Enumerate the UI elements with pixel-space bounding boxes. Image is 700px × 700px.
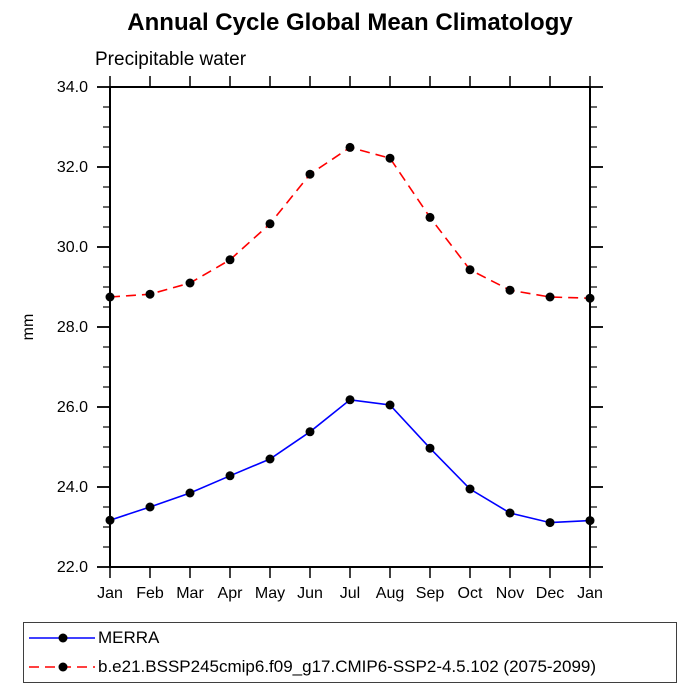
legend-line-sample bbox=[29, 662, 95, 672]
y-tick-label: 32.0 bbox=[57, 159, 88, 176]
chart-title: Annual Cycle Global Mean Climatology bbox=[127, 9, 573, 36]
data-point-marker bbox=[305, 169, 315, 179]
data-point-marker bbox=[265, 219, 275, 229]
legend-label: MERRA bbox=[98, 628, 160, 647]
legend-item: MERRA bbox=[27, 624, 676, 653]
y-tick-label: 22.0 bbox=[57, 559, 88, 576]
data-point-marker bbox=[225, 471, 235, 481]
x-tick-label: Sep bbox=[416, 585, 445, 602]
y-axis-title: mm bbox=[20, 314, 37, 341]
x-tick-label: Apr bbox=[218, 585, 244, 602]
x-tick-label: Jun bbox=[297, 585, 323, 602]
data-point-marker bbox=[425, 443, 435, 453]
data-point-marker bbox=[105, 515, 115, 525]
data-point-marker bbox=[105, 292, 115, 302]
data-point-marker bbox=[345, 142, 355, 152]
x-tick-label: Mar bbox=[176, 585, 204, 602]
chart-subtitle: Precipitable water bbox=[95, 49, 247, 70]
y-tick-label: 28.0 bbox=[57, 319, 88, 336]
x-tick-label: Nov bbox=[496, 585, 524, 602]
data-point-marker bbox=[585, 293, 595, 303]
y-tick-label: 24.0 bbox=[57, 479, 88, 496]
legend-label: b.e21.BSSP245cmip6.f09_g17.CMIP6-SSP2-4.… bbox=[98, 657, 597, 676]
y-tick-label: 26.0 bbox=[57, 399, 88, 416]
x-tick-label: Jan bbox=[577, 585, 603, 602]
x-tick-label: Dec bbox=[536, 585, 564, 602]
legend: MERRA b.e21.BSSP245cmip6.f09_g17.CMIP6-SS… bbox=[23, 622, 677, 683]
data-point-marker bbox=[185, 488, 195, 498]
data-point-marker bbox=[545, 518, 555, 528]
data-point-marker bbox=[265, 454, 275, 464]
data-point-marker bbox=[345, 395, 355, 405]
y-tick-label: 30.0 bbox=[57, 239, 88, 256]
x-tick-label: Aug bbox=[376, 585, 404, 602]
x-tick-label: Oct bbox=[458, 585, 483, 602]
data-point-marker bbox=[385, 153, 395, 163]
series-line bbox=[109, 146, 591, 299]
data-point-marker bbox=[385, 400, 395, 410]
legend-item: b.e21.BSSP245cmip6.f09_g17.CMIP6-SSP2-4.… bbox=[27, 653, 676, 682]
data-point-marker bbox=[145, 289, 155, 299]
x-tick-label: Feb bbox=[136, 585, 164, 602]
data-point-marker bbox=[145, 502, 155, 512]
x-tick-label: May bbox=[255, 585, 285, 602]
series-line bbox=[109, 398, 591, 524]
data-point-marker bbox=[505, 285, 515, 295]
data-point-marker bbox=[305, 427, 315, 437]
x-tick-label: Jan bbox=[97, 585, 123, 602]
data-point-marker bbox=[465, 265, 475, 275]
data-point-marker bbox=[545, 292, 555, 302]
x-tick-label: Jul bbox=[340, 585, 360, 602]
data-point-marker bbox=[585, 516, 595, 526]
data-point-marker bbox=[505, 508, 515, 518]
y-tick-label: 34.0 bbox=[57, 79, 88, 96]
data-point-marker bbox=[225, 255, 235, 265]
legend-line-sample bbox=[29, 633, 95, 643]
data-point-marker bbox=[465, 484, 475, 494]
plot-area: 22.0 24.0 26.0 28.0 30.0 32.0 34.0 Jan Feb Mar Apr… bbox=[57, 76, 603, 602]
data-point-marker bbox=[185, 278, 195, 288]
data-point-marker bbox=[425, 212, 435, 222]
